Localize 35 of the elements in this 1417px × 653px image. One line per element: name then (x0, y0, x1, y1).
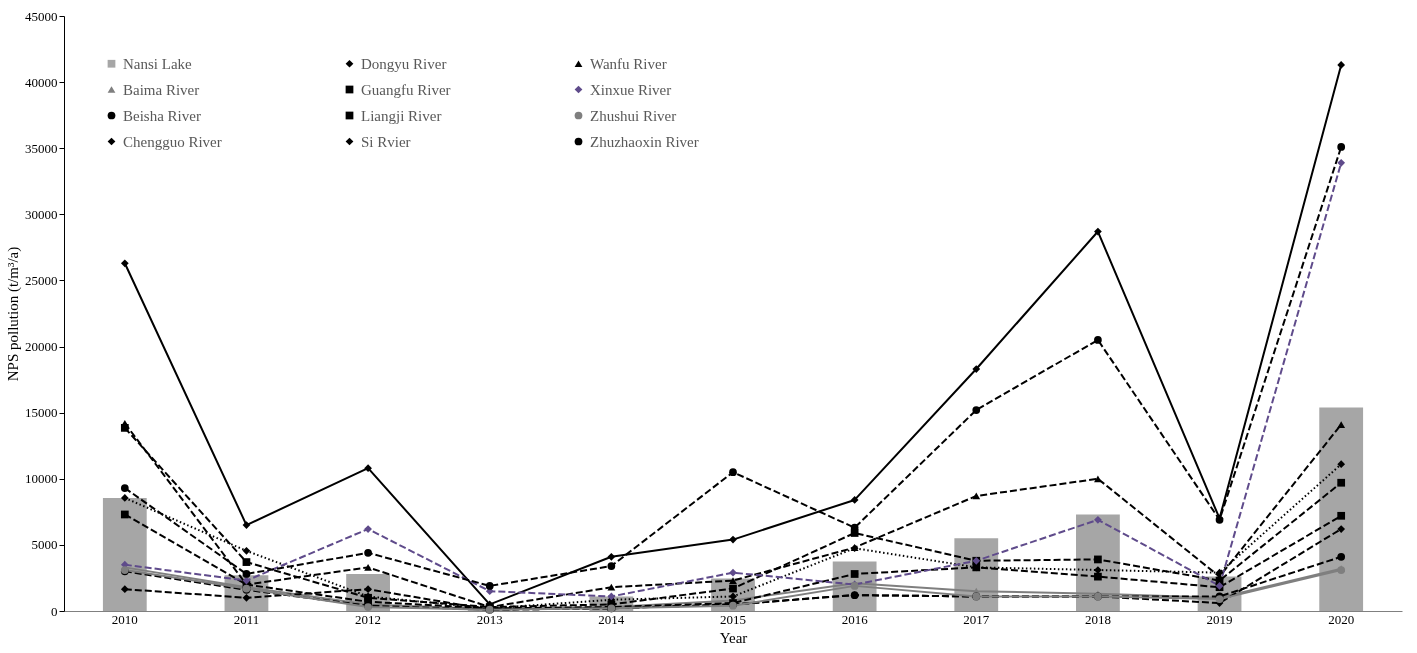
y-axis-title: NPS pollution (t/m³/a) (5, 246, 22, 382)
legend-label: Wanfu River (590, 55, 667, 72)
x-tick-label: 2011 (233, 611, 260, 627)
legend-label: Beisha River (123, 107, 201, 124)
y-tick-label: 35000 (25, 140, 58, 156)
y-tick-label: 10000 (25, 471, 58, 487)
x-tick-label: 2012 (355, 611, 382, 627)
y-tick-label: 20000 (25, 339, 58, 355)
legend-label: Liangji River (361, 107, 442, 124)
x-axis-title: Year (719, 629, 748, 646)
y-tick-label: 5000 (31, 537, 58, 553)
legend-label: Dongyu River (361, 55, 447, 72)
legend-label: Guangfu River (361, 81, 451, 98)
x-tick-label: 2014 (598, 611, 625, 627)
y-tick-label: 15000 (25, 405, 58, 421)
x-tick-label: 2016 (841, 611, 869, 627)
legend-label: Zhushui River (590, 107, 677, 124)
x-tick-label: 2017 (963, 611, 990, 627)
legend-label: Nansi Lake (123, 55, 193, 72)
x-tick-label: 2015 (720, 611, 746, 627)
x-tick-label: 2020 (1328, 611, 1355, 627)
y-tick-label: 45000 (25, 8, 58, 24)
y-tick-label: 0 (51, 603, 58, 619)
legend-label: Xinxue River (590, 81, 672, 98)
x-tick-label: 2010 (111, 611, 138, 627)
legend-label: Si Rvier (361, 133, 411, 150)
legend-label: Chengguo River (123, 133, 222, 150)
x-tick-label: 2018 (1084, 611, 1111, 627)
y-tick-label: 40000 (25, 74, 58, 90)
legend-label: Baima River (123, 81, 200, 98)
legend-label: Zhuzhaoxin River (590, 133, 699, 150)
y-tick-label: 25000 (25, 272, 58, 288)
y-tick-label: 30000 (25, 206, 58, 222)
x-tick-label: 2019 (1206, 611, 1233, 627)
x-tick-label: 2013 (476, 611, 503, 627)
